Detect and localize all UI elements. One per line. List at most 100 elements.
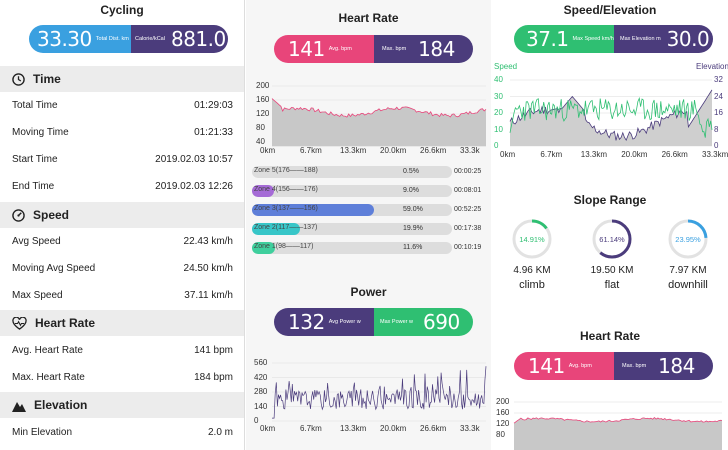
max-speed-label: Max Speed km/h [572,36,614,42]
max-elevation-value: 30.0 [666,27,710,51]
power-ytick-label: 140 [254,401,268,411]
heart-rate-line-2 [513,416,723,424]
heart-pulse-icon [12,316,27,330]
hr-ytick-label: 80 [256,123,265,132]
row-moving-avg-speed: Moving Avg Speed 24.50 km/h [0,255,244,282]
max-bpm-label-2: Max. bpm [622,363,647,369]
total-distance-label: Total Dist. km [95,36,129,42]
slope-label: climb [519,279,545,291]
hr2-ytick-label: 120 [496,419,510,428]
hr2-ytick-label: 200 [496,397,510,406]
section-heart-rate-title: Heart Rate [35,316,96,330]
se-xtick-label: 20.0km [621,150,648,159]
avg-power-label: Avg Power w [328,319,361,325]
max-bpm-value-2: 184 [658,354,695,378]
row-value: 141 bpm [194,345,233,356]
slope-percent: 61.14% [599,235,625,244]
zone-time: 00:52:25 [454,206,482,213]
max-bpm-segment-2: Max. bpm 184 [614,352,713,380]
power-chart [272,362,487,422]
slope-ring-flat: 61.14% [592,219,632,259]
section-time-header: Time [0,66,244,92]
slope-distance: 4.96 KM [513,265,551,276]
power-pill: 132 Avg Power w Max Power w 690 [274,308,473,336]
hr2-ytick-label: 80 [496,430,505,439]
slope-range-title: Slope Range [573,193,647,207]
power-title: Power [350,285,387,299]
mountain-icon [12,401,26,412]
calorie-segment: Calorie/kCal 881.0 [131,25,228,53]
row-value: 24.50 km/h [183,263,233,274]
row-label: Start Time [12,154,58,165]
hr-ytick-label: 120 [256,109,270,118]
activity-title: Cycling [100,3,144,17]
calorie-value: 881.0 [170,27,226,51]
row-end-time: End Time 2019.02.03 12:26 [0,173,244,200]
se-xtick-label: 26.6km [661,150,688,159]
zone-percent: 0.5% [403,168,419,175]
hr2-ytick-label: 160 [496,408,510,417]
heart-rate-title-2: Heart Rate [579,329,641,343]
hr-xtick-label: 33.3k [460,146,480,155]
zone-name: Zone 5(176——188) [254,167,318,174]
zone-bar: Zone 5(176——188) [252,166,452,178]
zone-name: Zone 2(117——137) [254,224,318,231]
row-label: Moving Time [12,127,69,138]
ring-progress [592,219,632,259]
speed-ytick-label: 30 [494,91,503,101]
heart-rate-pill-2: 141 Avg. bpm Max. bpm 184 [514,352,713,380]
avg-bpm-label-2: Avg. bpm [568,363,592,369]
row-value: 2.0 m [207,427,233,438]
elevation-ytick-label: 8 [714,124,719,134]
zone-fill [252,185,274,197]
power-xtick-label: 0km [260,424,276,433]
zone-time: 00:00:25 [454,168,482,175]
avg-bpm-segment: 141 Avg. bpm [274,35,374,63]
zone-percent: 59.0% [403,206,423,213]
zone-percent: 19.9% [403,225,423,232]
zone-fill [252,242,275,254]
row-avg-heart-rate: Avg. Heart Rate 141 bpm [0,337,244,364]
slope-percent: 23.95% [675,235,701,244]
zone-time: 00:17:38 [454,225,482,232]
calorie-label: Calorie/kCal [135,36,165,42]
zone-bar: Zone 4(156——176) [252,185,452,197]
max-bpm-label: Max. bpm [382,46,407,52]
power-ytick-label: 0 [254,416,259,425]
row-label: Min Elevation [12,427,73,438]
max-power-value: 690 [423,310,460,334]
elevation-ytick-label: 24 [714,91,723,101]
section-time-title: Time [33,72,61,86]
heart-power-column: Heart Rate 141 Avg. bpm Max. bpm 184 Zon… [246,0,491,450]
zone-bar: Zone 3(137——156) [252,204,452,216]
avg-bpm-value-2: 141 [528,354,565,378]
power-line [272,366,487,419]
zone-fill [252,204,374,216]
row-moving-time: Moving Time 01:21:33 [0,119,244,146]
avg-bpm-value: 141 [288,37,325,61]
distance-calorie-pill: 33.30 Total Dist. km Calorie/kCal 881.0 [29,25,228,53]
max-elevation-label: Max Elevation m [620,36,661,42]
speed-ytick-label: 20 [494,108,503,117]
row-value: 37.11 km/h [184,290,233,301]
zone-name: Zone 1(98——117) [254,243,314,250]
heart-rate-area [272,98,486,146]
zone-time: 00:08:01 [454,187,482,194]
power-ytick-label: 560 [254,358,268,367]
slope-label: flat [604,279,620,291]
heart-rate-area-2 [514,417,722,450]
avg-power-segment: 132 Avg Power w [274,308,374,336]
power-xtick-label: 20.0km [380,424,407,433]
speedometer-icon [12,208,25,222]
slope-label: downhill [668,279,708,291]
section-elevation-title: Elevation [34,398,88,412]
row-label: Avg. Heart Rate [12,345,83,356]
speed-elevation-column: Speed/Elevation 37.1 Max Speed km/h Max … [492,0,728,450]
row-value: 184 bpm [194,372,233,383]
zone-bar: Zone 1(98——117) [252,242,452,254]
zone-bar: Zone 2(117——137) [252,223,452,235]
zone-name: Zone 3(137——156) [254,205,318,212]
elevation-ytick-label: 0 [714,141,719,150]
power-xtick-label: 13.3km [340,424,367,433]
